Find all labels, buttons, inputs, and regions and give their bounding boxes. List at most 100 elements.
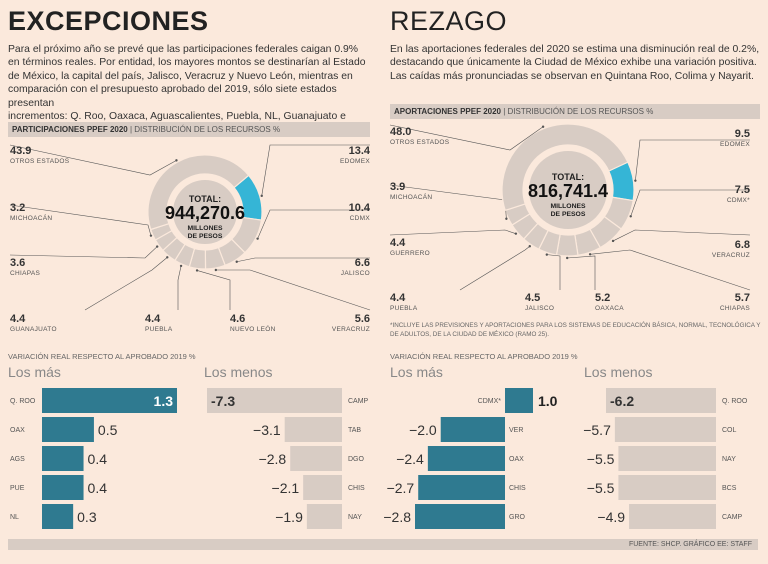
leader-line xyxy=(84,257,168,311)
leader-dot xyxy=(545,253,549,256)
pie-category-label: EDOMEX xyxy=(340,158,370,165)
leader-line xyxy=(9,204,152,236)
leader-dot xyxy=(260,194,263,198)
right-footnote-line: *INCLUYE LAS PREVISIONES Y APORTACIONES … xyxy=(390,322,761,329)
bar xyxy=(614,417,716,442)
bar-category-label: CHIS xyxy=(348,485,365,492)
leader-dot xyxy=(634,179,637,182)
left-title: EXCEPCIONES xyxy=(8,6,209,36)
total-unit: MILLONES xyxy=(550,203,586,210)
left-intro-line: de México, la capital del país, Jalisco,… xyxy=(8,70,353,82)
bar xyxy=(418,475,505,500)
right-intro-line: destacando que únicamente la Ciudad de M… xyxy=(390,57,757,69)
leader-dot xyxy=(214,268,218,272)
leader-line xyxy=(177,265,182,310)
bar-value-label: −2.0 xyxy=(409,422,437,438)
leader-line xyxy=(590,249,751,291)
pie-category-label: CHIAPAS xyxy=(720,305,751,312)
leader-dot xyxy=(565,256,569,260)
leader-dot xyxy=(175,159,178,162)
bar-category-label: Q. ROO xyxy=(722,398,748,405)
left-variation-title: VARIACIÓN REAL RESPECTO AL APROBADO 2019… xyxy=(8,352,196,361)
bar-value-label: 0.4 xyxy=(88,451,108,467)
total-unit: DE PESOS xyxy=(551,211,586,218)
bar-category-label: CAMP xyxy=(348,398,369,405)
bar-category-label: BCS xyxy=(722,485,737,492)
pie-category-label: OTROS ESTADOS xyxy=(10,158,70,165)
bar-value-label: −2.4 xyxy=(396,451,424,467)
donut-slice xyxy=(147,154,250,231)
leader-dot xyxy=(149,234,153,237)
bar-category-label: GRO xyxy=(509,514,526,521)
total-value: 816,741.4 xyxy=(528,181,608,201)
right-footnote-line: DE ADULTOS, DE LA CIUDAD DE MÉXICO (RAMO… xyxy=(390,330,549,338)
bar xyxy=(618,446,716,471)
bar-value-label: −2.1 xyxy=(272,480,300,496)
bar-category-label: CAMP xyxy=(722,514,743,521)
left-band-rest: | DISTRIBUCIÓN DE LOS RECURSOS % xyxy=(127,125,281,134)
left-intro-line: comparación con el presupuesto aprobado … xyxy=(8,84,337,109)
bar-value-label: −2.8 xyxy=(259,451,287,467)
pie-value-label: 10.4 xyxy=(349,202,371,214)
leader-dot xyxy=(541,125,545,128)
pie-category-label: MICHOACÁN xyxy=(10,213,52,222)
bar-category-label: NAY xyxy=(348,514,362,521)
bar xyxy=(207,388,342,413)
donut-slice xyxy=(501,123,629,212)
bar-value-label: −3.1 xyxy=(253,422,281,438)
bar-category-label: CHIS xyxy=(509,485,526,492)
bar xyxy=(505,388,533,413)
bar-value-label: −2.8 xyxy=(383,509,411,525)
pie-category-label: VERACRUZ xyxy=(712,252,750,259)
bar xyxy=(427,446,505,471)
bar-category-label: OAX xyxy=(10,427,25,434)
pie-value-label: 4.4 xyxy=(390,237,406,249)
pie-value-label: 6.6 xyxy=(355,257,370,269)
leader-line xyxy=(196,270,231,310)
total-label: TOTAL: xyxy=(189,194,221,204)
bar-category-label: PUE xyxy=(10,485,25,492)
pie-value-label: 43.9 xyxy=(10,145,31,157)
bar-value-label: −2.7 xyxy=(387,480,415,496)
bar xyxy=(284,417,342,442)
pie-category-label: VERACRUZ xyxy=(332,326,370,333)
pie-category-label: GUERRERO xyxy=(390,250,430,257)
right-footnote: *INCLUYE LAS PREVISIONES Y APORTACIONES … xyxy=(390,322,762,339)
right-band-bold: APORTACIONES PPEF 2020 xyxy=(394,107,501,116)
total-label: TOTAL: xyxy=(552,172,584,182)
leader-line xyxy=(389,229,516,236)
leader-line xyxy=(546,254,561,290)
pie-category-label: NUEVO LEÓN xyxy=(230,324,276,333)
pie-value-label: 48.0 xyxy=(390,126,411,138)
leader-dot xyxy=(611,239,615,243)
right-title: REZAGO xyxy=(390,6,508,36)
bar-value-label: 0.3 xyxy=(77,509,97,525)
left-intro-line: en términos reales. Por entidad, los may… xyxy=(8,57,366,69)
leader-line xyxy=(567,255,596,290)
right-intro-line: En las aportaciones federales del 2020 s… xyxy=(390,44,760,55)
pie-value-label: 7.5 xyxy=(735,184,750,196)
left-intro-line: Para el próximo año se prevé que las par… xyxy=(8,44,359,55)
bar-value-label: −4.9 xyxy=(597,509,625,525)
right-variation-title: VARIACIÓN REAL RESPECTO AL APROBADO 2019… xyxy=(390,352,578,361)
leader-dot xyxy=(588,253,592,256)
leader-line xyxy=(261,144,370,196)
bar xyxy=(290,446,342,471)
right-mas-title: Los más xyxy=(390,364,443,380)
bar-value-label: −5.5 xyxy=(587,480,615,496)
leader-dot xyxy=(528,245,531,248)
leader-dot xyxy=(195,269,199,272)
pie-category-label: MICHOACÁN xyxy=(390,192,432,201)
pie-value-label: 5.2 xyxy=(595,292,610,304)
pie-category-label: GUANAJUATO xyxy=(10,326,57,333)
leader-dot xyxy=(505,217,508,220)
pie-value-label: 9.5 xyxy=(735,128,750,140)
pie-value-label: 4.5 xyxy=(525,292,540,304)
bar xyxy=(440,417,505,442)
bar xyxy=(42,417,94,442)
leader-dot xyxy=(514,232,518,235)
total-value: 944,270.6 xyxy=(165,203,245,223)
bar xyxy=(618,475,716,500)
leader-line xyxy=(215,269,371,311)
